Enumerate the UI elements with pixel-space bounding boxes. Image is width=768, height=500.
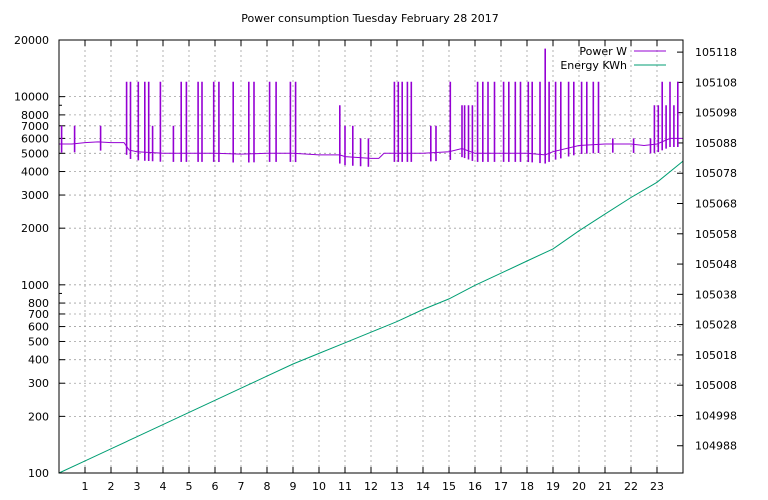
x-tick-label: 23 xyxy=(650,480,664,493)
energy-series-line xyxy=(58,160,684,474)
y-left-tick-label: 2000 xyxy=(21,222,49,235)
y-right-tick-label: 105038 xyxy=(695,288,737,301)
x-tick-label: 9 xyxy=(290,480,297,493)
y-right-tick-label: 105098 xyxy=(695,107,737,120)
y-left-tick-label: 800 xyxy=(28,297,49,310)
y-right-tick-label: 105058 xyxy=(695,228,737,241)
x-tick-label: 12 xyxy=(364,480,378,493)
y-left-tick-label: 3000 xyxy=(21,189,49,202)
y-left-tick-label: 7000 xyxy=(21,120,49,133)
y-right-tick-label: 105078 xyxy=(695,167,737,180)
x-tick-label: 2 xyxy=(108,480,115,493)
y-right-tick-label: 105118 xyxy=(695,46,737,59)
y-right-tick-label: 105028 xyxy=(695,319,737,332)
legend-label-energy: Energy KWh xyxy=(560,59,627,72)
y-left-tick-label: 5000 xyxy=(21,147,49,160)
y-left-tick-label: 700 xyxy=(28,308,49,321)
x-tick-label: 22 xyxy=(624,480,638,493)
power-series-line xyxy=(59,137,683,159)
y-right-tick-label: 105088 xyxy=(695,137,737,150)
y-left-tick-label: 100 xyxy=(28,467,49,480)
x-tick-label: 19 xyxy=(546,480,560,493)
y-left-tick-label: 200 xyxy=(28,410,49,423)
x-tick-label: 3 xyxy=(134,480,141,493)
x-tick-label: 8 xyxy=(264,480,271,493)
ticks: 1 2 3 4 5 6 7 8 9 10 11 12 13 14 15 16 17 18 19 20 21 22 23100… xyxy=(14,34,737,493)
x-tick-label: 16 xyxy=(468,480,482,493)
y-left-tick-label: 8000 xyxy=(21,109,49,122)
series xyxy=(58,48,684,474)
plot-frame xyxy=(58,39,684,474)
y-right-tick-label: 105008 xyxy=(695,379,737,392)
x-tick-label: 14 xyxy=(416,480,430,493)
x-tick-label: 21 xyxy=(598,480,612,493)
y-left-tick-label: 400 xyxy=(28,354,49,367)
x-tick-label: 4 xyxy=(160,480,167,493)
x-tick-label: 10 xyxy=(312,480,326,493)
x-tick-label: 5 xyxy=(186,480,193,493)
y-right-tick-label: 104998 xyxy=(695,409,737,422)
y-right-tick-label: 104988 xyxy=(695,440,737,453)
x-tick-label: 17 xyxy=(494,480,508,493)
y-left-tick-label: 300 xyxy=(28,377,49,390)
y-left-tick-label: 600 xyxy=(28,321,49,334)
y-left-tick-label: 500 xyxy=(28,335,49,348)
y-right-tick-label: 105018 xyxy=(695,349,737,362)
x-tick-label: 6 xyxy=(212,480,219,493)
grid xyxy=(59,39,683,474)
x-tick-label: 13 xyxy=(390,480,404,493)
x-tick-label: 18 xyxy=(520,480,534,493)
y-right-tick-label: 105048 xyxy=(695,258,737,271)
chart-title: Power consumption Tuesday February 28 20… xyxy=(241,12,498,25)
x-tick-label: 7 xyxy=(238,480,245,493)
y-left-tick-label: 10000 xyxy=(14,91,49,104)
legend: Power W Energy KWh xyxy=(560,45,666,72)
x-tick-label: 15 xyxy=(442,480,456,493)
y-left-tick-label: 6000 xyxy=(21,132,49,145)
x-tick-label: 20 xyxy=(572,480,586,493)
y-left-tick-label: 20000 xyxy=(14,34,49,47)
y-left-tick-label: 4000 xyxy=(21,166,49,179)
y-right-tick-label: 105068 xyxy=(695,198,737,211)
x-tick-label: 1 xyxy=(82,480,89,493)
y-left-tick-label: 1000 xyxy=(21,279,49,292)
y-right-tick-label: 105108 xyxy=(695,76,737,89)
x-tick-label: 11 xyxy=(338,480,352,493)
legend-label-power: Power W xyxy=(579,45,627,58)
